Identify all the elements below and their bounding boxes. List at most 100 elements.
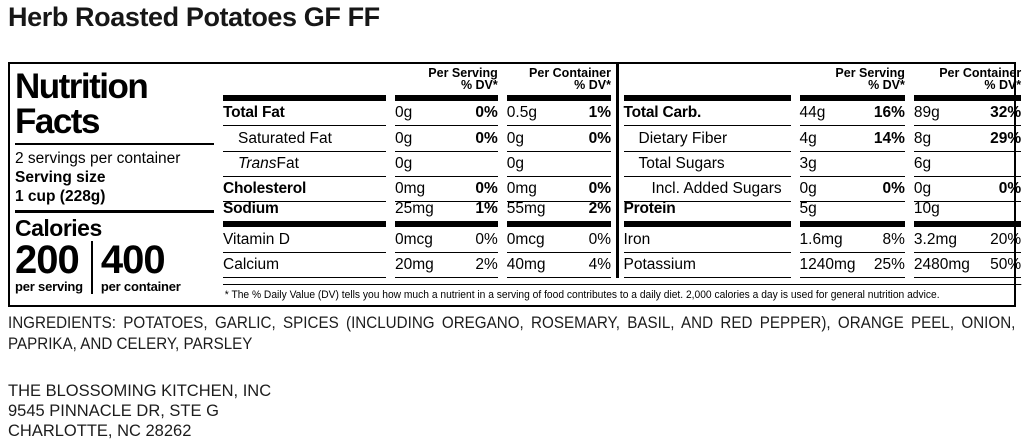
nutrient-name: Protein — [623, 200, 791, 228]
per-serving-cell: 5g — [799, 200, 905, 228]
per-serving-daily-value: 25% — [873, 256, 905, 274]
per-serving-cell: 44g 16% — [799, 101, 905, 127]
per-container-column-header: Per Container% DV* — [913, 64, 1022, 101]
per-container-cell: 0mg 0% — [506, 177, 611, 203]
nutrient-column-header-spacer — [223, 64, 386, 101]
manufacturer-info: THE BLOSSOMING KITCHEN, INC 9545 PINNACL… — [8, 381, 271, 441]
per-container-amount: 0g — [913, 180, 932, 198]
servings-per-container: 2 servings per container — [15, 150, 181, 167]
per-container-cell: 10g — [913, 200, 1022, 228]
per-serving-daily-value: 16% — [873, 104, 905, 122]
per-serving-daily-value: 14% — [873, 129, 905, 147]
per-serving-daily-value: 0% — [882, 180, 905, 198]
per-container-daily-value: 0% — [588, 230, 611, 248]
per-container-cell: 89g 32% — [913, 101, 1022, 127]
per-serving-daily-value: 0% — [475, 230, 498, 248]
manufacturer-name: THE BLOSSOMING KITCHEN, INC — [8, 382, 272, 400]
per-serving-daily-value: 0% — [475, 104, 498, 122]
daily-value-footnote: * The % Daily Value (DV) tells you how m… — [223, 284, 1022, 301]
per-serving-daily-value: 0% — [475, 180, 498, 198]
daily-value-header-label: % DV* — [574, 78, 611, 92]
per-container-header-label: Per Container — [529, 66, 611, 80]
ingredients-statement: INGREDIENTS: POTATOES, GARLIC, SPICES (I… — [8, 314, 1016, 353]
per-container-amount: 3.2mg — [913, 230, 957, 248]
per-serving-daily-value: 2% — [475, 256, 498, 274]
nutrient-name: Potassium — [623, 253, 791, 279]
per-container-cell: 0g — [506, 152, 611, 177]
per-container-header-label: Per Container — [939, 66, 1022, 80]
per-container-daily-value: 2% — [588, 200, 611, 218]
per-container-cell: 6g — [913, 152, 1022, 177]
nutrient-column-header-spacer — [623, 64, 791, 101]
per-serving-cell: 1240mg 25% — [799, 253, 905, 279]
per-container-amount: 2480mg — [913, 256, 970, 274]
per-serving-amount: 20mg — [394, 256, 434, 274]
per-container-amount: 0mcg — [506, 230, 545, 248]
per-serving-amount: 0g — [394, 154, 413, 172]
per-serving-header-label: Per Serving — [428, 66, 498, 80]
per-serving-amount: 0mg — [394, 180, 426, 198]
per-container-amount: 8g — [913, 129, 932, 147]
daily-value-header-label: % DV* — [984, 78, 1022, 92]
nutrients-table-carb-protein: Per Serving % DV* Per Container% DV* Total … — [623, 64, 1022, 279]
per-container-daily-value: 0% — [588, 129, 611, 147]
nutrients-table-fat-sodium: Per Serving% DV* Per Container% DV* Total … — [223, 64, 611, 279]
per-serving-daily-value: 1% — [475, 200, 498, 218]
per-serving-amount: 5g — [799, 200, 817, 218]
per-serving-cell: 1.6mg 8% — [799, 227, 905, 253]
nutrition-facts-summary: Nutrition Facts 2 servings per container… — [10, 64, 216, 305]
per-container-amount: 0g — [506, 154, 525, 172]
nutrient-name: Cholesterol — [223, 177, 386, 203]
nutrition-facts-heading: Nutrition Facts — [15, 69, 214, 139]
per-serving-amount: 1240mg — [799, 256, 856, 274]
calories-per-serving-caption: per serving — [15, 279, 83, 294]
calories-per-serving-block: 200 per serving — [15, 238, 93, 294]
per-container-amount: 10g — [913, 200, 940, 218]
nutrient-name: Dietary Fiber — [623, 126, 791, 152]
tables-vertical-divider — [616, 64, 619, 279]
calories-per-serving-value: 200 — [15, 238, 80, 282]
per-container-amount: 0mg — [506, 180, 537, 198]
per-serving-cell: 0g 0% — [799, 177, 905, 203]
per-container-cell: 3.2mg 20% — [913, 227, 1022, 253]
nutrition-facts-heading-line2: Facts — [15, 102, 100, 141]
nutrient-name: Calcium — [223, 253, 386, 279]
per-container-cell: 0g 0% — [506, 126, 611, 152]
per-container-daily-value: 0% — [588, 180, 611, 198]
per-serving-cell: 3g — [799, 152, 905, 177]
per-serving-cell: 0g — [394, 152, 498, 177]
per-container-cell: 2480mg 50% — [913, 253, 1022, 279]
nutrition-facts-panel: Nutrition Facts 2 servings per container… — [8, 62, 1022, 307]
nutrient-name: Trans Fat — [223, 152, 386, 177]
nutrients-tables: Per Serving% DV* Per Container% DV* Total … — [223, 64, 1022, 279]
serving-size-label: Serving size — [15, 169, 106, 186]
per-serving-amount: 3g — [799, 154, 817, 172]
calories-per-container-caption: per container — [100, 279, 181, 294]
per-container-cell: 0mcg 0% — [506, 227, 611, 253]
per-serving-header-label: Per Serving — [835, 66, 905, 80]
nutrient-name: Saturated Fat — [223, 126, 386, 152]
per-serving-daily-value: 0% — [475, 129, 498, 147]
nutrient-name: Total Fat — [223, 101, 386, 127]
per-container-daily-value: 29% — [990, 129, 1022, 147]
per-serving-amount: 44g — [799, 104, 826, 122]
nutrient-name: Total Sugars — [623, 152, 791, 177]
per-container-daily-value: 32% — [990, 104, 1022, 122]
per-container-amount: 55mg — [506, 200, 546, 218]
per-serving-cell: 0g 0% — [394, 126, 498, 152]
per-serving-amount: 0mcg — [394, 230, 433, 248]
per-serving-daily-value: 8% — [882, 230, 905, 248]
per-container-daily-value: 20% — [990, 230, 1022, 248]
per-serving-amount: 1.6mg — [799, 230, 843, 248]
per-container-cell: 0.5g 1% — [506, 101, 611, 127]
per-serving-amount: 0g — [394, 104, 413, 122]
daily-value-header-label: % DV* — [460, 78, 498, 92]
nutrients-area: Per Serving% DV* Per Container% DV* Total … — [216, 64, 1024, 305]
per-serving-cell: 4g 14% — [799, 126, 905, 152]
nutrition-facts-heading-line1: Nutrition — [15, 67, 149, 106]
per-serving-cell: 0mcg 0% — [394, 227, 498, 253]
manufacturer-city-state-zip: CHARLOTTE, NC 28262 — [8, 422, 192, 440]
per-container-amount: 0g — [506, 129, 525, 147]
per-serving-amount: 4g — [799, 129, 817, 147]
per-serving-amount: 25mg — [394, 200, 434, 218]
